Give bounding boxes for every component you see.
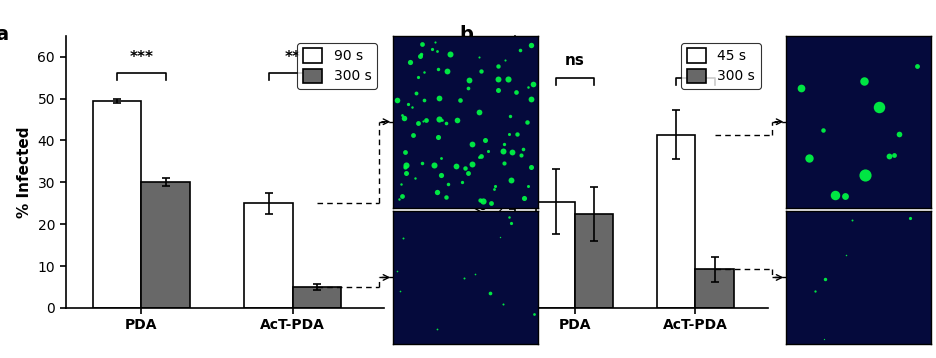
Text: a: a [0,25,8,44]
Legend: 45 s, 300 s: 45 s, 300 s [681,43,761,89]
Legend: 90 s, 300 s: 90 s, 300 s [298,43,377,89]
Text: b: b [460,25,473,44]
Text: ***: *** [129,50,154,65]
Bar [141,182,190,308]
Bar [93,101,141,308]
Text: **: ** [285,50,300,65]
Text: ns: ns [565,53,585,68]
Bar [293,287,342,308]
Y-axis label: % Infected: % Infected [17,126,32,218]
Bar [657,135,695,308]
Bar [536,202,575,308]
Text: *: * [692,53,699,68]
Bar [695,269,734,308]
Bar [575,214,613,308]
Y-axis label: % Infected: % Infected [475,126,490,218]
Bar [244,203,293,308]
